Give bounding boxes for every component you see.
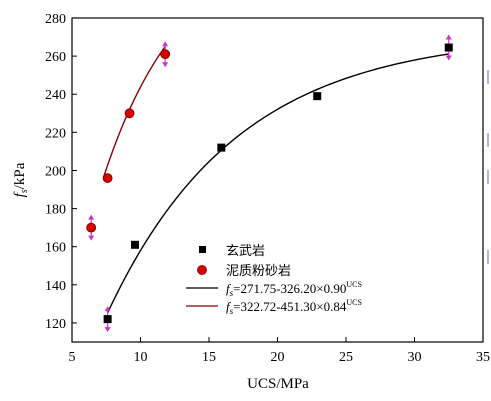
y-tick-label: 140 <box>45 279 66 294</box>
x-tick-label: 15 <box>202 350 216 365</box>
x-tick-label: 10 <box>134 350 148 365</box>
legend-label-basalt: 玄武岩 <box>226 244 265 259</box>
x-axis-title: UCS/MPa <box>247 376 309 392</box>
y-tick-label: 220 <box>45 126 66 141</box>
y-tick-label: 120 <box>45 317 66 332</box>
legend-marker-basalt <box>199 246 206 253</box>
fit-curve-siltstone <box>102 46 166 178</box>
x-tick-label: 35 <box>476 350 490 365</box>
legend-label-siltstone: 泥质粉砂岩 <box>226 264 291 279</box>
legend-label-siltstone-fit: fs=322.72-451.30×0.84UCS <box>226 298 362 316</box>
data-point-basalt <box>131 240 140 249</box>
error-bar-cap <box>88 214 95 220</box>
data-point-siltstone <box>102 173 113 183</box>
y-axis-title-sub: s <box>19 189 30 193</box>
y-tick-label: 260 <box>45 50 66 65</box>
y-axis-title-unit: /kPa <box>12 162 28 189</box>
y-tick-label: 280 <box>45 12 66 27</box>
y-tick-label: 180 <box>45 203 66 218</box>
data-point-basalt <box>103 315 112 324</box>
x-tick-label: 5 <box>69 350 76 365</box>
data-point-siltstone <box>160 49 171 60</box>
legend-marker-siltstone <box>197 265 207 275</box>
data-point-siltstone <box>86 222 97 233</box>
error-bar-cap <box>445 34 452 40</box>
legend-label-basalt-fit: fs=271.75-326.20×0.90UCS <box>226 280 362 298</box>
data-point-siltstone <box>124 108 135 119</box>
legend: 玄武岩 泥质粉砂岩 fs=271.75-326.20×0.90UCS fs=32… <box>186 244 362 316</box>
error-bar-cap <box>162 41 169 47</box>
x-tick-label: 30 <box>408 350 422 365</box>
error-bar-cap <box>104 306 111 312</box>
y-axis-title: fs/kPa <box>12 162 30 197</box>
y-axis-title-f: f <box>12 191 28 197</box>
x-tick-label: 25 <box>339 350 353 365</box>
y-tick-label: 240 <box>45 88 66 103</box>
error-bar-cap <box>162 62 169 68</box>
y-tick-label: 160 <box>45 241 66 256</box>
error-bar-cap <box>104 327 111 333</box>
fit-curve-basalt <box>106 53 449 314</box>
svg-text:fs/kPa: fs/kPa <box>12 162 30 197</box>
data-point-basalt <box>444 43 453 52</box>
error-bar-cap <box>88 235 95 241</box>
data-point-basalt <box>217 143 226 152</box>
error-bar-cap <box>445 55 452 61</box>
y-tick-label: 200 <box>45 164 66 179</box>
data-point-basalt <box>313 92 322 101</box>
x-tick-label: 20 <box>271 350 285 365</box>
